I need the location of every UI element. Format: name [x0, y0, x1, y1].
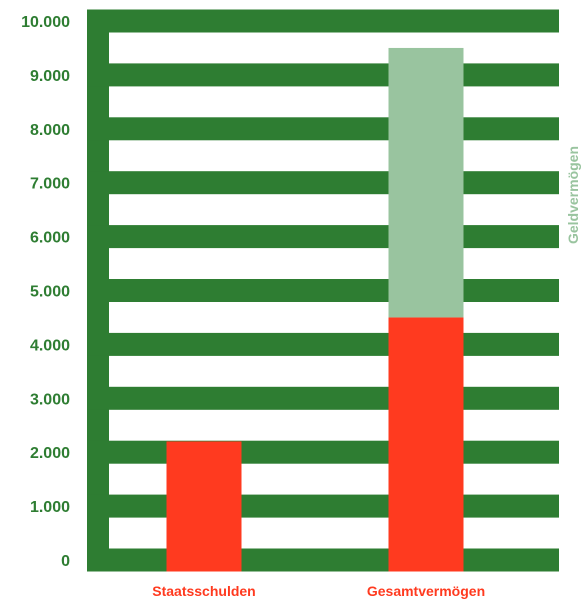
y-tick-label: 3.000	[30, 391, 70, 408]
y-tick-label: 5.000	[30, 284, 70, 301]
y-tick-label: 7.000	[30, 176, 70, 193]
bar-layer	[166, 47, 464, 572]
gridline-9000	[87, 63, 559, 87]
bar-gesamtvermoegen-series-0	[388, 317, 464, 572]
gridline-4000	[87, 332, 559, 356]
y-tick-label: 9.000	[30, 68, 70, 85]
y-tick-label: 8.000	[30, 122, 70, 139]
gridline-3000	[87, 386, 559, 410]
gridline-1000	[87, 494, 559, 518]
y-tick-label: 0	[61, 553, 70, 570]
category-label: Staatsschulden	[152, 583, 255, 599]
bar-gesamtvermoegen-series-1	[388, 47, 464, 318]
y-tick-labels: 0 1.000 2.000 3.000 4.000 5.000 6.000 7.000 8.00…	[21, 14, 70, 570]
gridline-10000	[87, 9, 559, 33]
y-tick-label: 6.000	[30, 230, 70, 247]
bar-staatsschulden-series-0	[166, 441, 242, 572]
series-label-geldvermoegen: Geldvermögen	[565, 146, 581, 244]
gridline-5000	[87, 279, 559, 302]
category-label: Gesamtvermögen	[367, 583, 485, 599]
y-tick-label: 10.000	[21, 14, 70, 31]
gridline-7000	[87, 171, 559, 195]
gridline-6000	[87, 225, 559, 249]
gridline-0	[87, 548, 559, 572]
y-tick-label: 4.000	[30, 337, 70, 354]
y-tick-label: 1.000	[30, 499, 70, 516]
gridline-8000	[87, 117, 559, 141]
category-labels: Staatsschulden Gesamtvermögen	[152, 583, 485, 599]
y-tick-label: 2.000	[30, 445, 70, 462]
gridline-2000	[87, 440, 559, 464]
grid-layer	[87, 9, 559, 572]
